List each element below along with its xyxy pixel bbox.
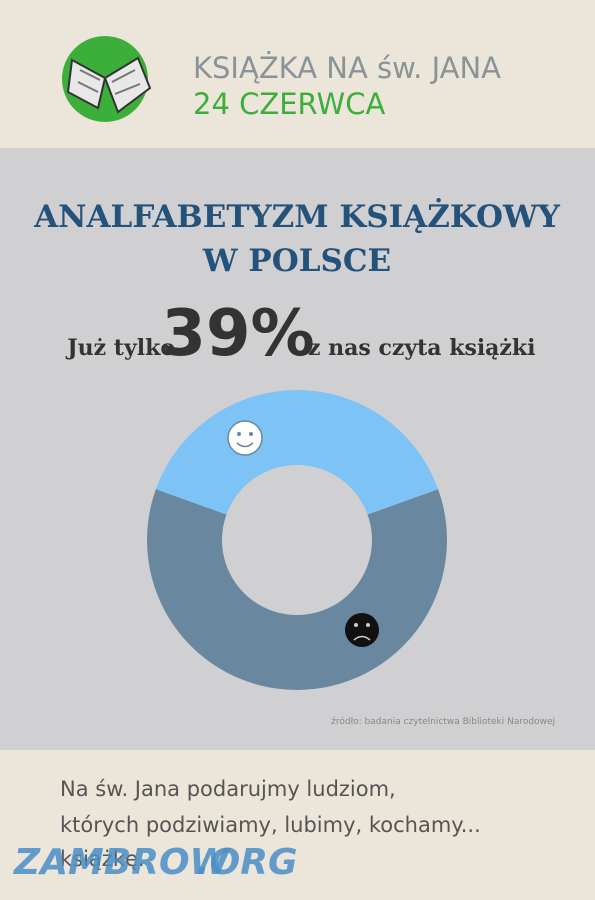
frown xyxy=(345,613,379,647)
footer-line: książkę. xyxy=(60,847,145,871)
footer-line: Na św. Jana podarujmy ludziom, xyxy=(60,777,396,801)
logo xyxy=(62,36,152,122)
watermark: ZAMBROW xyxy=(13,842,232,883)
footer-line: których podziwiamy, lubimy, kochamy... xyxy=(60,813,481,837)
donut-slice xyxy=(155,390,439,515)
header-title: KSIĄŻKA NA św. JANA xyxy=(193,51,501,85)
source: źródło: badania czytelnictwa Biblioteki … xyxy=(331,716,555,727)
watermark: .ORG xyxy=(196,842,298,883)
header-date: 24 CZERWCA xyxy=(193,87,385,121)
footer-band xyxy=(0,750,595,900)
chart-title: ANALFABETYZM KSIĄŻKOWY xyxy=(33,197,561,235)
headline-prefix: Już tylko xyxy=(65,335,175,361)
headline-suffix: z nas czyta książki xyxy=(308,335,536,361)
headline-value: 39% xyxy=(161,297,314,371)
chart-title: W POLSCE xyxy=(202,243,391,279)
smiley xyxy=(227,420,263,456)
